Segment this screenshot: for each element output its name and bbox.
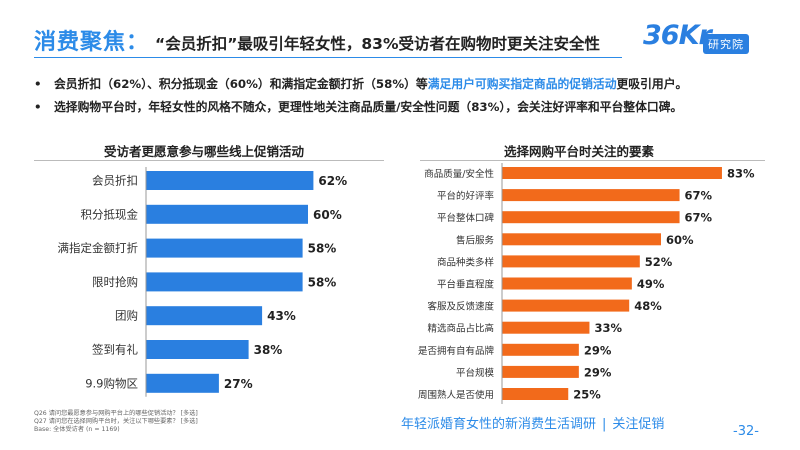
bullet-text: 选择购物平台时，年轻女性的风格不随众，更理性地关注商品质量/安全性问题（83%）… xyxy=(54,100,683,114)
bar xyxy=(502,388,569,400)
bullet-text-prefix: 会员折扣（62%）、积分抵现金（60%）和满指定金额打折（58%）等 xyxy=(54,77,428,91)
value-label: 27% xyxy=(224,377,253,391)
left-bar-chart: 会员折扣 62% 积分抵现金 60% 满指定金额打折 58% 限时抢购 58% 团购 43% 签到有… xyxy=(58,167,347,397)
category-label: 周围熟人是否使用 xyxy=(418,389,494,401)
logo-36kr: 36Kr 研究院 xyxy=(643,20,753,60)
slide-header: 消费聚焦： “会员折扣”最吸引年轻女性，83%受访者在购物时更关注安全性 36K… xyxy=(0,0,800,58)
bar xyxy=(502,189,680,202)
value-label: 49% xyxy=(637,277,665,291)
category-label: 限时抢购 xyxy=(92,275,138,289)
value-label: 62% xyxy=(318,174,347,188)
category-label: 积分抵现金 xyxy=(81,207,139,221)
bar xyxy=(146,340,249,359)
bar xyxy=(502,277,632,290)
footer-tag: 关注促销 xyxy=(612,417,665,432)
bar xyxy=(146,204,308,224)
right-bar-chart: 商品质量/安全性 83% 平台的好评率 67% 平台整体口碑 67% 售后服务 60% 商品种类… xyxy=(418,163,755,404)
bullet-item: • 会员折扣（62%）、积分抵现金（60%）和满指定金额打折（58%）等 满足用户… xyxy=(34,73,687,96)
value-label: 29% xyxy=(584,343,612,357)
category-label: 商品种类多样 xyxy=(437,256,494,268)
category-label: 售后服务 xyxy=(456,234,495,246)
left-chart-title: 受访者更愿意参与哪些线上促销活动 xyxy=(104,144,305,159)
footer-note-line: Q27 请问您在选择网购平台时，关注以下哪些要素？ [多选] xyxy=(34,418,198,425)
value-label: 60% xyxy=(666,233,694,247)
category-label: 平台规模 xyxy=(456,367,495,379)
value-label: 25% xyxy=(573,388,601,402)
title-wrap: 消费聚焦： “会员折扣”最吸引年轻女性，83%受访者在购物时更关注安全性 xyxy=(34,24,600,56)
footer-report-title: 年轻派婚育女性的新消费生活调研 xyxy=(401,417,597,432)
bar xyxy=(502,255,640,268)
category-label: 是否拥有自有品牌 xyxy=(418,345,495,357)
value-label: 43% xyxy=(267,309,296,323)
value-label: 52% xyxy=(645,255,673,269)
bar xyxy=(502,233,661,246)
page-subtitle: “会员折扣”最吸引年轻女性，83%受访者在购物时更关注安全性 xyxy=(155,35,600,53)
value-label: 58% xyxy=(308,275,337,289)
bar xyxy=(502,365,579,378)
footer-separator: | xyxy=(602,417,607,432)
title-underline xyxy=(34,57,622,58)
category-label: 签到有礼 xyxy=(92,343,138,357)
bullet-text-suffix: 更吸引用户。 xyxy=(616,77,688,91)
bar xyxy=(502,321,590,334)
category-label: 精选商品占比高 xyxy=(427,323,494,335)
footer-note-line: Base: 全体受访者 (n = 1169) xyxy=(34,426,120,433)
category-label: 平台整体口碑 xyxy=(437,212,495,224)
category-label: 满指定金额打折 xyxy=(58,241,139,255)
category-label: 平台的好评率 xyxy=(437,190,495,202)
left-chart-title-rule xyxy=(34,160,384,161)
footer-report-title-wrap: 年轻派婚育女性的新消费生活调研 | 关注促销 xyxy=(401,413,664,432)
right-chart-title: 选择网购平台时关注的要素 xyxy=(504,144,655,159)
logo-badge: 研究院 xyxy=(703,34,749,54)
category-label: 客服及反馈速度 xyxy=(427,301,494,313)
category-label: 团购 xyxy=(115,309,138,323)
bar xyxy=(502,167,722,179)
bar xyxy=(502,299,630,312)
bullet-dot: • xyxy=(34,100,42,114)
bullet-text-highlight: 满足用户可购买指定商品的促销活动 xyxy=(427,77,617,91)
bar xyxy=(146,171,314,190)
value-label: 48% xyxy=(634,299,662,313)
right-chart-title-rule xyxy=(420,160,765,161)
footer-note-line: Q26 请问您最愿意参与网购平台上的哪些促销活动？ [多选] xyxy=(34,410,198,417)
value-label: 67% xyxy=(685,189,713,203)
value-label: 83% xyxy=(727,167,755,181)
value-label: 29% xyxy=(584,365,612,379)
value-label: 58% xyxy=(308,242,337,256)
page-title: 消费聚焦： xyxy=(34,30,150,55)
category-label: 9.9购物区 xyxy=(85,376,138,390)
bar xyxy=(502,343,579,356)
value-label: 33% xyxy=(594,321,622,335)
bullet-item: • 选择购物平台时，年轻女性的风格不随众，更理性地关注商品质量/安全性问题（83… xyxy=(34,96,687,119)
category-label: 商品质量/安全性 xyxy=(424,168,494,180)
bar xyxy=(502,211,680,224)
bullet-dot: • xyxy=(34,77,42,91)
footer-notes: Q26 请问您最愿意参与网购平台上的哪些促销活动？ [多选] Q27 请问您在选… xyxy=(34,410,198,434)
logo-wordmark: 36Kr xyxy=(643,20,712,51)
value-label: 60% xyxy=(313,208,342,222)
value-label: 67% xyxy=(685,211,713,225)
category-label: 会员折扣 xyxy=(92,174,138,188)
category-label: 平台垂直程度 xyxy=(437,279,495,291)
bar xyxy=(146,272,303,292)
bar xyxy=(146,238,303,258)
page-number: -32- xyxy=(733,424,759,439)
bar xyxy=(146,306,263,326)
value-label: 38% xyxy=(254,343,283,357)
bar xyxy=(146,373,219,393)
summary-bullets: • 会员折扣（62%）、积分抵现金（60%）和满指定金额打折（58%）等 满足用户… xyxy=(34,73,687,119)
